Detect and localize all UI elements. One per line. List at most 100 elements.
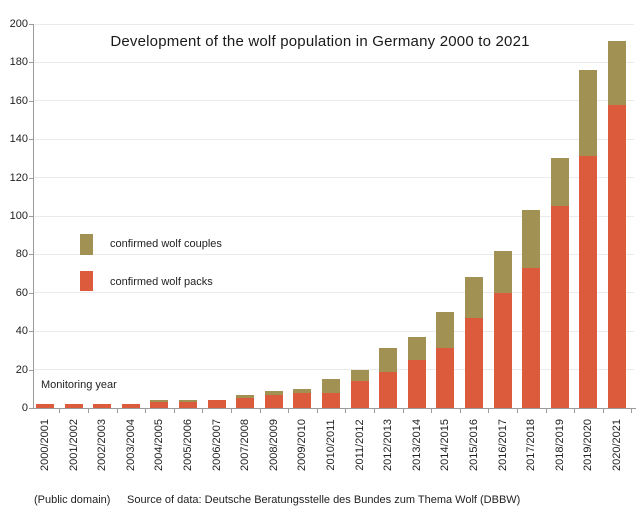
x-tick bbox=[259, 409, 261, 413]
bar-segment-packs bbox=[465, 317, 483, 408]
bar-segment-couples bbox=[322, 379, 340, 393]
y-tick-label: 120 bbox=[9, 171, 28, 184]
x-tick-label: 2000/2001 bbox=[39, 419, 51, 471]
y-tick-label: 200 bbox=[9, 18, 28, 30]
bar-segment-packs bbox=[93, 404, 112, 408]
chart-title: Development of the wolf population in Ge… bbox=[110, 33, 530, 50]
data-source-note: Source of data: Deutsche Beratungsstelle… bbox=[127, 494, 521, 506]
y-axis-line bbox=[33, 24, 34, 409]
x-tick bbox=[87, 409, 89, 413]
x-tick bbox=[431, 409, 433, 413]
legend-swatch-couples bbox=[80, 234, 93, 255]
x-tick bbox=[459, 409, 461, 413]
x-tick-label: 2005/2006 bbox=[182, 419, 194, 471]
x-tick-label: 2020/2021 bbox=[611, 419, 623, 471]
gridline bbox=[34, 369, 634, 371]
gridline bbox=[34, 61, 634, 63]
y-tick bbox=[29, 292, 33, 294]
bar-segment-packs bbox=[293, 392, 312, 408]
y-tick bbox=[29, 254, 33, 256]
bar-segment-couples bbox=[379, 348, 398, 372]
gridline bbox=[34, 100, 634, 102]
bar-segment-packs bbox=[121, 404, 140, 408]
bar-segment-couples bbox=[550, 158, 569, 207]
x-tick-label: 2013/2014 bbox=[410, 419, 423, 471]
bar-segment-packs bbox=[522, 267, 541, 408]
gridline bbox=[34, 215, 634, 217]
x-tick-label: 2008/2009 bbox=[267, 419, 280, 471]
x-tick bbox=[516, 409, 518, 413]
x-tick-label: 2001/2002 bbox=[67, 419, 80, 471]
bar-segment-packs bbox=[236, 398, 255, 408]
y-tick bbox=[29, 62, 33, 64]
bar-segment-couples bbox=[293, 388, 312, 393]
bar-segment-couples bbox=[407, 336, 426, 360]
x-tick-label: 2012/2013 bbox=[382, 419, 395, 471]
gridline bbox=[34, 292, 634, 294]
bar-segment-packs bbox=[550, 206, 569, 408]
license-note: (Public domain) bbox=[34, 494, 111, 506]
x-tick bbox=[173, 409, 175, 413]
y-tick-label: 180 bbox=[9, 56, 28, 69]
y-tick bbox=[29, 24, 33, 25]
bar-segment-packs bbox=[322, 392, 340, 408]
x-tick bbox=[345, 409, 347, 413]
bar-segment-couples bbox=[150, 400, 169, 403]
bar-segment-packs bbox=[436, 348, 455, 408]
bar-segment-packs bbox=[64, 404, 83, 408]
x-tick-label: 2014/2015 bbox=[439, 419, 452, 471]
x-tick bbox=[488, 409, 490, 413]
x-tick bbox=[145, 409, 147, 413]
y-tick bbox=[29, 139, 33, 141]
x-tick-label: 2003/2004 bbox=[124, 419, 137, 471]
bar-segment-couples bbox=[236, 394, 255, 399]
x-tick-label: 2011/2012 bbox=[353, 419, 366, 471]
bar-segment-couples bbox=[436, 312, 455, 349]
bar-segment-packs bbox=[407, 360, 426, 408]
x-tick-label: 2002/2003 bbox=[96, 419, 109, 471]
bar-segment-couples bbox=[493, 250, 512, 293]
x-tick bbox=[602, 409, 604, 413]
x-tick-label: 2010/2011 bbox=[325, 419, 337, 471]
y-tick bbox=[29, 216, 33, 217]
x-tick bbox=[545, 409, 547, 413]
y-tick-label: 40 bbox=[15, 325, 28, 338]
bar-segment-packs bbox=[150, 402, 169, 408]
legend-label-packs: confirmed wolf packs bbox=[107, 276, 216, 288]
y-tick-label: 0 bbox=[21, 402, 28, 414]
y-tick-label: 140 bbox=[9, 133, 28, 146]
x-tick-label: 2018/2019 bbox=[553, 419, 566, 471]
x-tick-label: 2015/2016 bbox=[468, 419, 480, 471]
x-tick bbox=[230, 409, 232, 413]
x-tick bbox=[631, 409, 633, 413]
bar-segment-packs bbox=[264, 394, 283, 408]
bar-segment-couples bbox=[579, 70, 598, 157]
x-tick bbox=[288, 409, 290, 413]
gridline bbox=[34, 330, 634, 332]
x-tick bbox=[116, 409, 118, 413]
bar-segment-packs bbox=[579, 156, 598, 408]
x-tick-label: 2007/2008 bbox=[239, 419, 252, 471]
gridline bbox=[34, 177, 634, 179]
x-axis-title: Monitoring year bbox=[41, 379, 117, 391]
y-tick bbox=[29, 177, 33, 179]
bar-segment-couples bbox=[608, 41, 626, 105]
bar-segment-couples bbox=[350, 369, 369, 382]
y-tick bbox=[29, 331, 33, 333]
gridline bbox=[34, 253, 634, 255]
y-tick-label: 20 bbox=[15, 363, 28, 376]
y-tick-label: 160 bbox=[9, 94, 28, 107]
y-tick bbox=[29, 100, 33, 102]
bar-segment-couples bbox=[465, 277, 483, 318]
x-tick-label: 2017/2018 bbox=[525, 419, 538, 471]
bar-segment-packs bbox=[608, 104, 626, 408]
x-tick bbox=[574, 409, 576, 413]
y-tick bbox=[29, 369, 33, 371]
y-tick-label: 100 bbox=[9, 210, 28, 222]
x-tick bbox=[59, 409, 61, 413]
legend-swatch-packs bbox=[80, 271, 93, 291]
bar-segment-couples bbox=[264, 390, 283, 395]
bar-segment-packs bbox=[36, 404, 54, 408]
x-tick bbox=[373, 409, 375, 413]
